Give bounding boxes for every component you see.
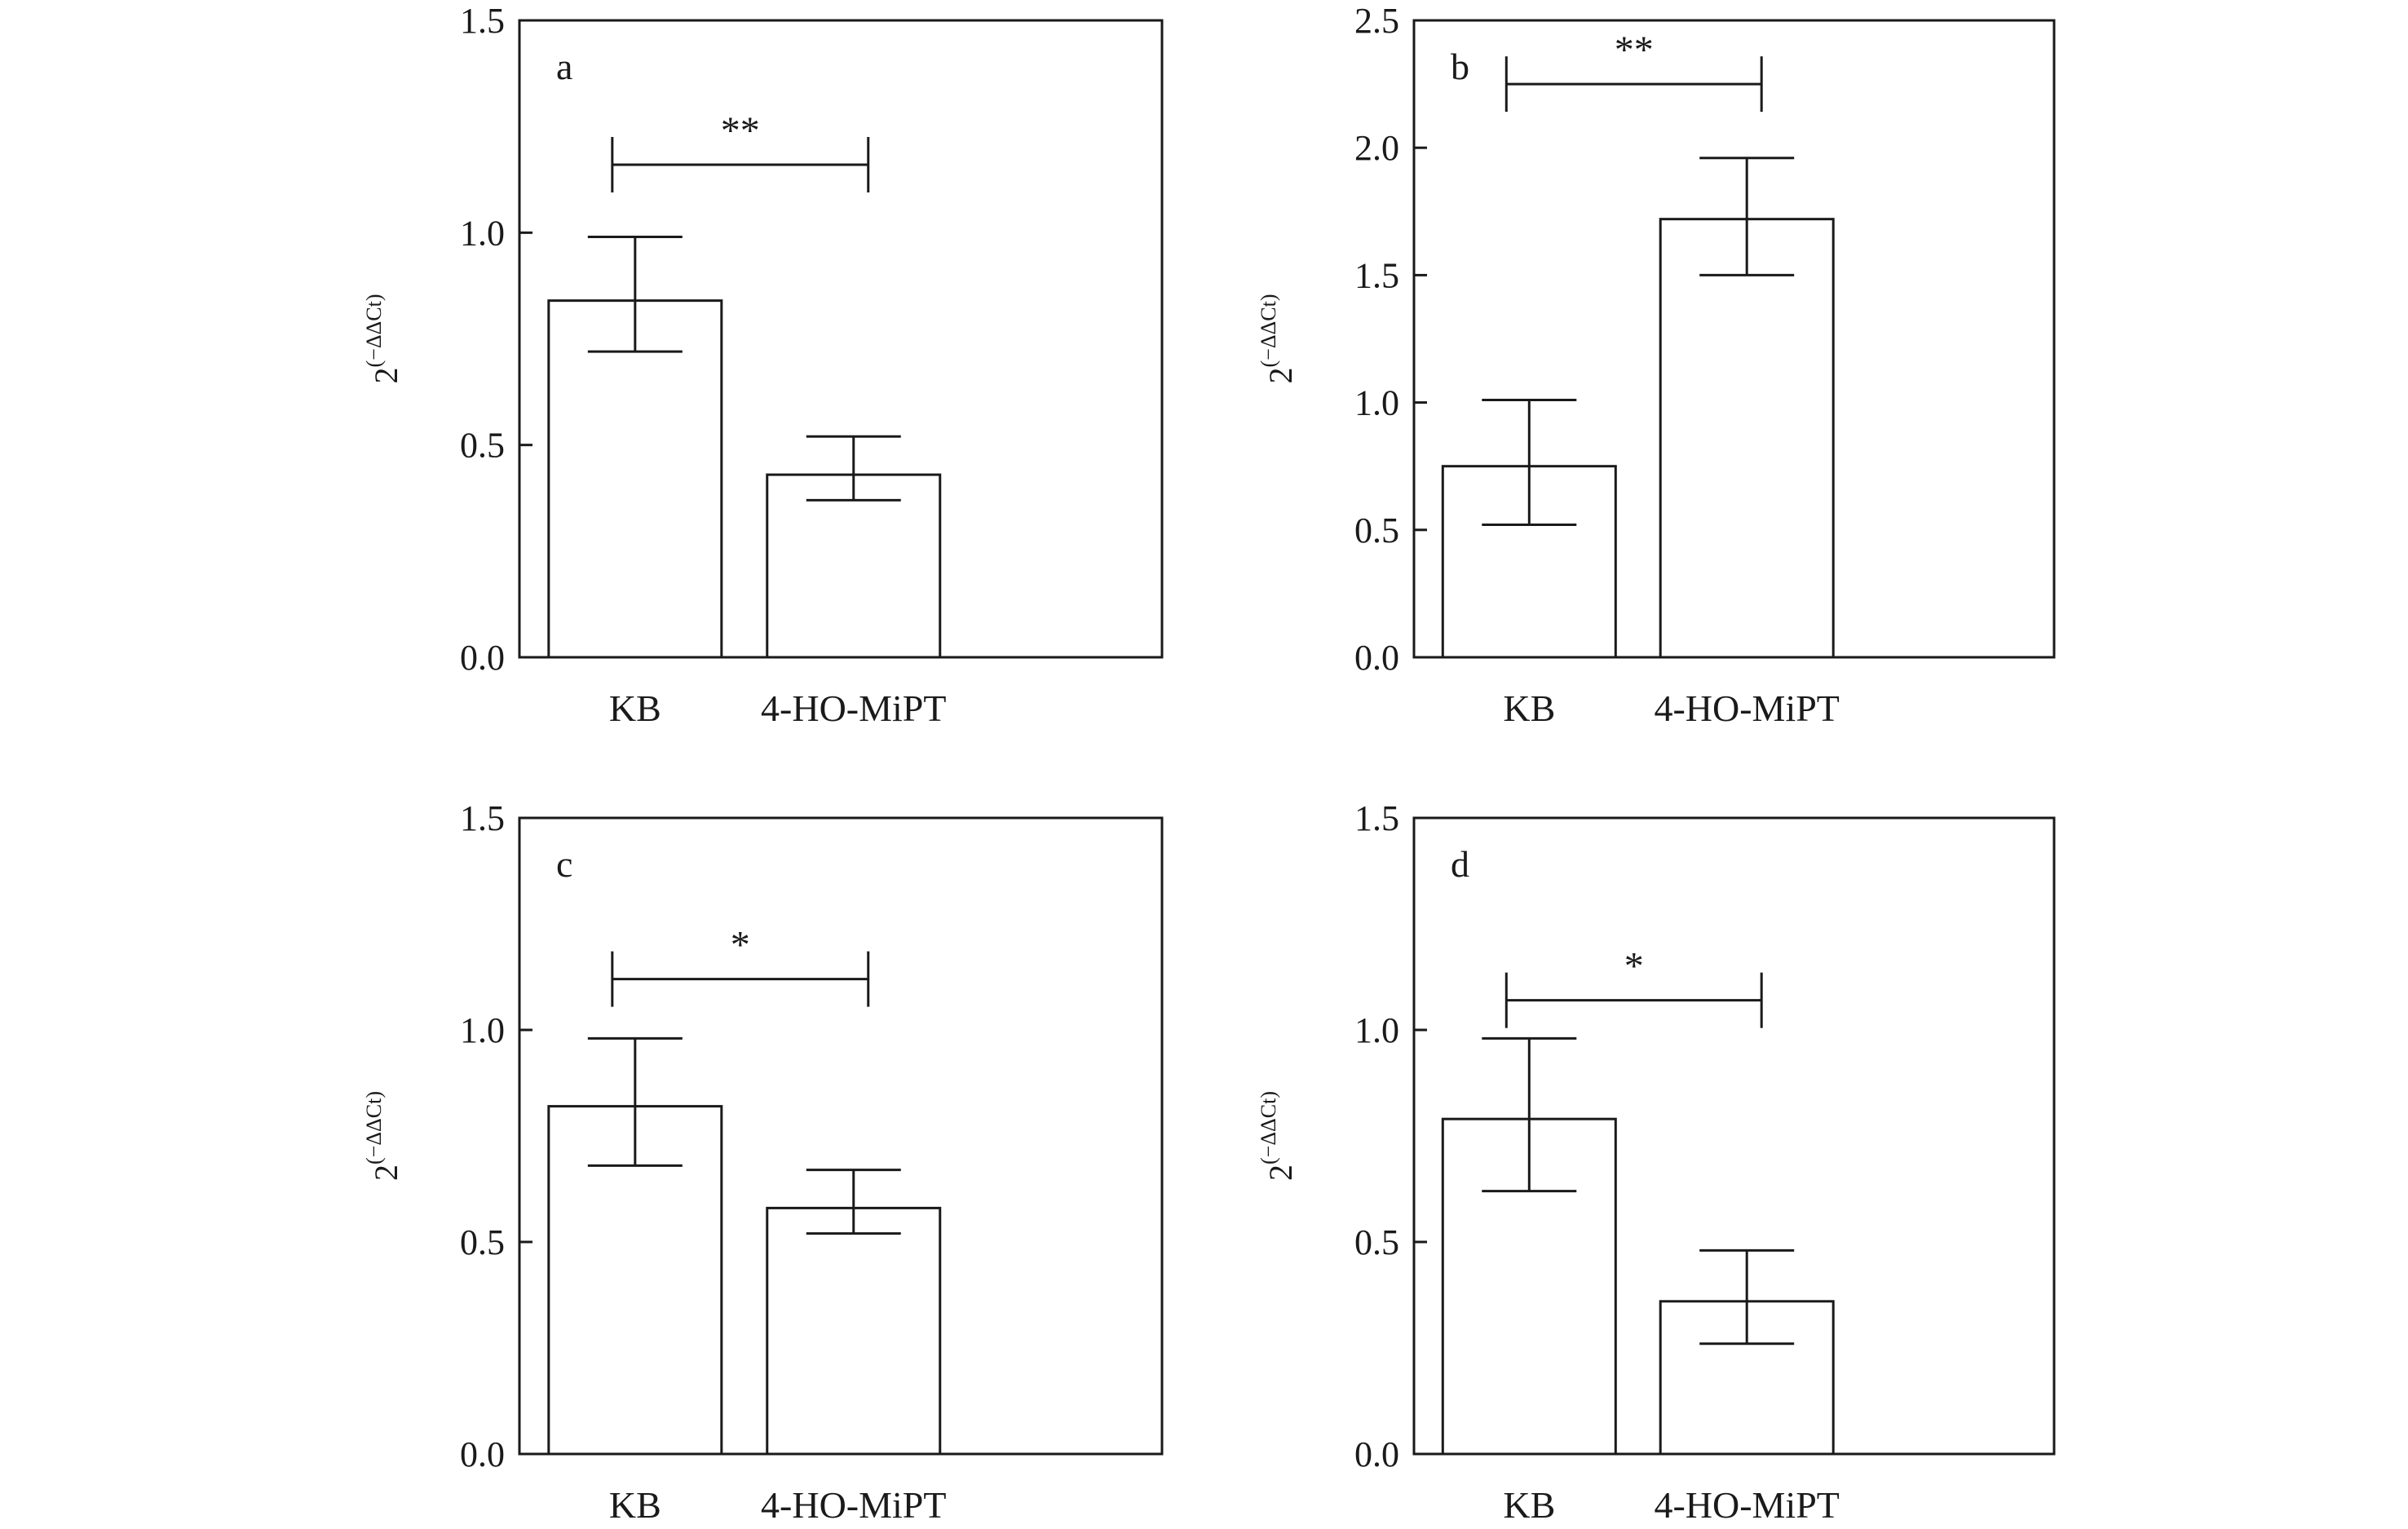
panel-label: b	[1451, 46, 1469, 87]
y-tick-label: 1.5	[460, 1, 505, 41]
panel-b: 0.0 0.5 1.0 1.5 2.0 2.5 2(−ΔΔCt) b KB 4-HO-MiPT **	[1257, 1, 2056, 729]
y-axis-label-exponent: (−ΔΔCt)	[362, 1091, 386, 1164]
y-axis-label-exponent: (−ΔΔCt)	[1257, 1091, 1280, 1164]
bar	[547, 299, 723, 659]
y-tick-label: 0.5	[1354, 510, 1399, 550]
x-tick-label: 4-HO-MiPT	[1654, 687, 1839, 729]
y-axis-label-exponent: (−ΔΔCt)	[362, 294, 386, 368]
panel-label: d	[1451, 843, 1469, 885]
y-tick-label: 0.5	[460, 1222, 505, 1262]
y-tick-label: 1.5	[1354, 255, 1399, 295]
y-tick-label: 1.5	[460, 798, 505, 838]
y-tick-label: 1.0	[1354, 383, 1399, 423]
y-tick-label: 0.0	[460, 1434, 505, 1474]
significance-label: *	[731, 924, 750, 967]
y-axis-label-base: 2	[1262, 367, 1299, 383]
panel-label: c	[556, 843, 572, 885]
bar	[1659, 218, 1835, 659]
y-axis-label-base: 2	[368, 1164, 404, 1181]
significance-label: **	[721, 109, 760, 152]
y-tick-label: 0.5	[460, 426, 505, 466]
bar	[766, 473, 942, 659]
y-axis-label-exponent: (−ΔΔCt)	[1257, 294, 1280, 368]
y-axis-label-base: 2	[1262, 1164, 1299, 1181]
x-tick-label: 4-HO-MiPT	[1654, 1484, 1839, 1526]
x-tick-label: KB	[1503, 1484, 1555, 1526]
panel-label: a	[556, 46, 572, 87]
y-tick-label: 1.5	[1354, 798, 1399, 838]
y-tick-label: 0.0	[1354, 638, 1399, 678]
y-tick-label: 2.0	[1354, 128, 1399, 168]
y-tick-label: 0.0	[1354, 1434, 1399, 1474]
y-axis-label: 2(−ΔΔCt)	[1257, 294, 1299, 384]
x-tick-label: 4-HO-MiPT	[761, 1484, 946, 1526]
y-tick-label: 1.0	[1354, 1010, 1399, 1050]
y-axis-label: 2(−ΔΔCt)	[1257, 1091, 1299, 1181]
y-axis-label-base: 2	[368, 367, 404, 383]
panel-d: 0.0 0.5 1.0 1.5 2(−ΔΔCt) d KB 4-HO-MiPT *	[1257, 798, 2056, 1526]
y-tick-label: 0.5	[1354, 1222, 1399, 1262]
significance-label: *	[1624, 945, 1644, 988]
x-tick-label: KB	[609, 1484, 661, 1526]
y-tick-label: 0.0	[460, 638, 505, 678]
y-tick-label: 1.0	[460, 213, 505, 253]
x-tick-label: 4-HO-MiPT	[761, 687, 946, 729]
bar	[766, 1206, 942, 1456]
y-axis-label: 2(−ΔΔCt)	[362, 294, 404, 384]
panel-a: 0.0 0.5 1.0 1.5 2(−ΔΔCt) a KB 4-HO-MiPT **	[362, 1, 1164, 729]
panel-c: 0.0 0.5 1.0 1.5 2(−ΔΔCt) c KB 4-HO-MiPT *	[362, 798, 1164, 1526]
x-tick-label: KB	[1503, 687, 1555, 729]
y-tick-label: 2.5	[1354, 1, 1399, 41]
significance-label: **	[1615, 29, 1654, 72]
y-tick-label: 1.0	[460, 1010, 505, 1050]
x-tick-label: KB	[609, 687, 661, 729]
y-axis-label: 2(−ΔΔCt)	[362, 1091, 404, 1181]
